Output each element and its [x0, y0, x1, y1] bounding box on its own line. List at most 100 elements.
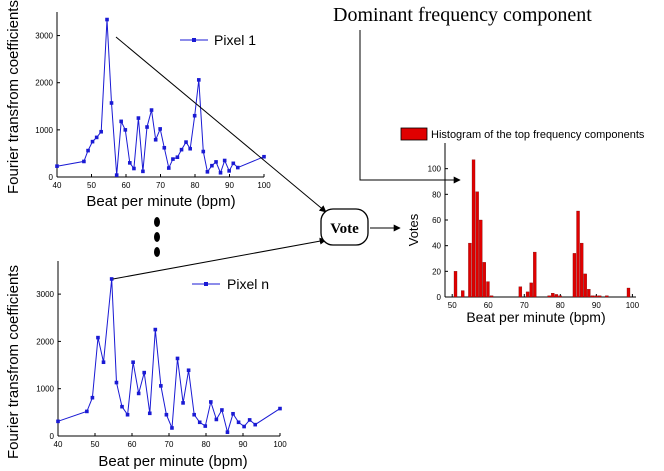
histogram-bar — [482, 262, 486, 298]
histogram-bar — [529, 282, 533, 298]
x-tick-label: 100 — [626, 301, 640, 310]
data-point — [162, 145, 167, 150]
y-tick-label: 100 — [428, 165, 442, 174]
x-tick-label: 60 — [122, 181, 131, 190]
histogram-bar — [551, 292, 555, 298]
x-tick-label: 70 — [156, 181, 165, 190]
x-tick-label: 80 — [202, 440, 211, 449]
y-tick-label: 20 — [432, 267, 441, 276]
data-point — [242, 424, 246, 429]
data-point — [109, 277, 114, 281]
data-point — [86, 148, 90, 153]
data-point — [231, 411, 235, 416]
data-point — [125, 412, 130, 417]
x-tick-label: 100 — [273, 440, 287, 449]
data-point — [218, 170, 223, 175]
chart-pixel-1: Fourier transfrom coefficients Beat per … — [5, 0, 271, 210]
histogram-bar — [598, 295, 602, 298]
data-point — [85, 409, 89, 414]
data-point — [114, 173, 119, 177]
data-point — [136, 116, 141, 120]
histogram-bar — [558, 295, 562, 298]
x-tick-label: 40 — [53, 181, 62, 190]
data-point — [214, 160, 218, 164]
y-tick-label: 80 — [432, 190, 441, 199]
data-point — [220, 408, 224, 412]
data-point — [203, 424, 208, 428]
data-point — [192, 412, 196, 417]
data-point — [119, 119, 123, 124]
data-point — [278, 406, 282, 411]
x-tick-label: 70 — [520, 301, 529, 310]
y-tick-label: 1000 — [35, 126, 53, 135]
arrow-dominant-frequency — [359, 30, 461, 184]
data-point — [159, 384, 163, 388]
legend: Histogram of the top frequency component… — [400, 127, 645, 141]
vote-node: Vote — [320, 208, 369, 246]
data-point — [192, 113, 197, 118]
histogram-bar — [626, 287, 631, 298]
data-point — [96, 335, 100, 340]
data-point — [145, 125, 149, 129]
data-point — [109, 101, 114, 105]
arrow-pixeln-to-vote — [112, 237, 327, 280]
legend-label: Pixel n — [227, 276, 269, 292]
histogram-bar — [594, 295, 598, 298]
x-tick-label: 50 — [91, 440, 100, 449]
data-point — [149, 108, 154, 112]
data-point — [179, 147, 184, 152]
data-point — [114, 380, 119, 385]
y-tick-label: 0 — [50, 432, 55, 441]
x-tick-label: 80 — [191, 181, 200, 190]
y-tick-label: 1000 — [36, 385, 54, 394]
data-point — [164, 412, 169, 417]
data-point — [196, 78, 201, 82]
series-line — [57, 278, 281, 435]
vote-label: Vote — [330, 221, 359, 237]
data-point — [136, 391, 141, 396]
ellipsis-dots — [154, 217, 160, 257]
data-point — [99, 129, 103, 134]
histogram-bar — [605, 295, 609, 298]
data-point — [55, 164, 59, 168]
x-tick-label: 50 — [448, 301, 457, 310]
y-tick-label: 40 — [432, 242, 441, 251]
x-axis-label: Beat per minute (bpm) — [86, 193, 235, 210]
data-point — [170, 426, 174, 430]
x-tick-label: 90 — [239, 440, 248, 449]
data-point — [247, 418, 252, 422]
data-point — [236, 420, 241, 425]
data-point — [227, 169, 231, 173]
histogram-bar — [587, 289, 591, 298]
data-point — [123, 128, 128, 132]
data-point — [184, 140, 188, 144]
data-point — [90, 395, 95, 400]
data-point — [197, 420, 202, 425]
data-point — [120, 404, 124, 409]
histogram-bar — [533, 251, 537, 298]
data-point — [171, 157, 175, 161]
x-tick-label: 60 — [484, 301, 493, 310]
histogram-bar — [468, 242, 472, 298]
x-tick-label: 90 — [592, 301, 601, 310]
annotation-title: Dominant frequency component — [333, 4, 592, 26]
data-point — [82, 159, 86, 164]
histogram-bar — [475, 191, 479, 298]
data-point — [175, 155, 180, 159]
data-point — [186, 368, 191, 373]
data-point — [253, 422, 258, 427]
y-axis-label: Fourier transfrom coefficients — [5, 265, 22, 459]
data-point — [147, 411, 152, 416]
histogram-bar — [461, 290, 465, 298]
histogram-bar — [583, 273, 587, 298]
data-point — [141, 169, 145, 174]
ellipsis-dot — [154, 247, 160, 257]
y-tick-label: 2000 — [35, 79, 53, 88]
data-point — [158, 127, 162, 131]
data-point — [222, 158, 227, 163]
data-point — [210, 163, 214, 168]
data-point — [262, 154, 266, 159]
histogram-bar — [489, 295, 494, 298]
legend-marker — [192, 38, 196, 42]
